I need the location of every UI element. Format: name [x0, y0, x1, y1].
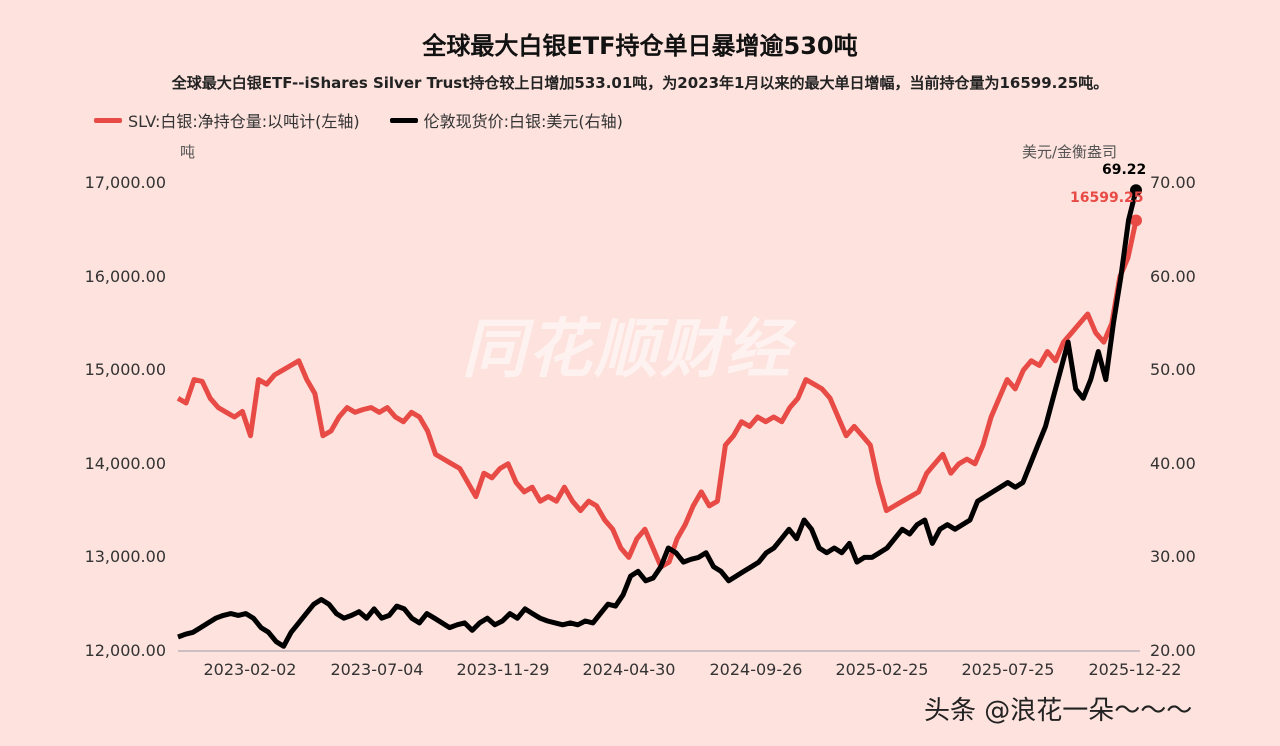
slv-end-value-label: 16599.25 [1070, 190, 1144, 207]
chart-subtitle: 全球最大白银ETF--iShares Silver Trust持仓较上日增加53… [171, 74, 1109, 92]
left-axis-tick-label: 16,000.00 [84, 266, 166, 286]
watermark-text: 同花顺财经 [462, 313, 792, 387]
x-axis-tick-label: 2024-04-30 [582, 660, 676, 679]
x-axis-tick-label: 2024-09-26 [709, 660, 803, 679]
series-end-point[interactable] [1130, 184, 1142, 197]
x-axis-tick-label: 2025-07-25 [961, 660, 1055, 679]
x-axis-tick-label: 2023-11-29 [456, 660, 550, 679]
x-axis-tick-label: 2023-07-04 [330, 660, 424, 679]
x-axis-tick-label: 2025-12-22 [1088, 660, 1182, 679]
right-axis-tick-label: 40.00 [1150, 453, 1196, 473]
credit-watermark: 头条 @浪花一朵～～～ [924, 696, 1193, 726]
right-axis-tick-label: 60.00 [1150, 266, 1196, 286]
right-axis-tick-label: 50.00 [1150, 360, 1196, 380]
right-axis-tick-label: 20.00 [1150, 641, 1196, 660]
legend-swatch-slv [94, 117, 122, 123]
legend-swatch-silver-price [389, 117, 418, 123]
series-line [177, 189, 1139, 649]
chart-title: 全球最大白银ETF持仓单日暴增逾530吨 [422, 32, 858, 60]
silver-price-end-value-label: 69.22 [1102, 162, 1147, 179]
series-silver-price [177, 184, 1142, 649]
left-axis-tick-label: 17,000.00 [84, 173, 166, 192]
x-axis-tick-label: 2023-02-02 [203, 660, 297, 679]
legend-label-slv: SLV:白银:净持仓量:以吨计(左轴) [128, 112, 360, 131]
legend-item-silver-price[interactable]: 伦敦现货价:白银:美元(右轴) [389, 108, 623, 132]
series-slv-holdings [176, 214, 1142, 570]
legend: SLV:白银:净持仓量:以吨计(左轴) 伦敦现货价:白银:美元(右轴) [94, 108, 623, 132]
legend-item-slv[interactable]: SLV:白银:净持仓量:以吨计(左轴) [94, 108, 360, 132]
left-axis-unit: 吨 [180, 143, 196, 161]
right-axis-tick-label: 30.00 [1150, 547, 1196, 567]
left-axis-tick-label: 14,000.00 [84, 453, 166, 473]
left-axis-tick-label: 15,000.00 [84, 360, 166, 380]
x-axis-tick-label: 2025-02-25 [835, 660, 929, 679]
right-axis-unit: 美元/金衡盎司 [1022, 143, 1118, 161]
left-axis-tick-label: 13,000.00 [84, 547, 166, 567]
series-end-point[interactable] [1130, 214, 1142, 227]
legend-label-silver-price: 伦敦现货价:白银:美元(右轴) [423, 112, 623, 131]
left-axis-tick-label: 12,000.00 [84, 641, 166, 660]
series-line [176, 219, 1139, 570]
right-axis-tick-label: 70.00 [1150, 173, 1196, 192]
